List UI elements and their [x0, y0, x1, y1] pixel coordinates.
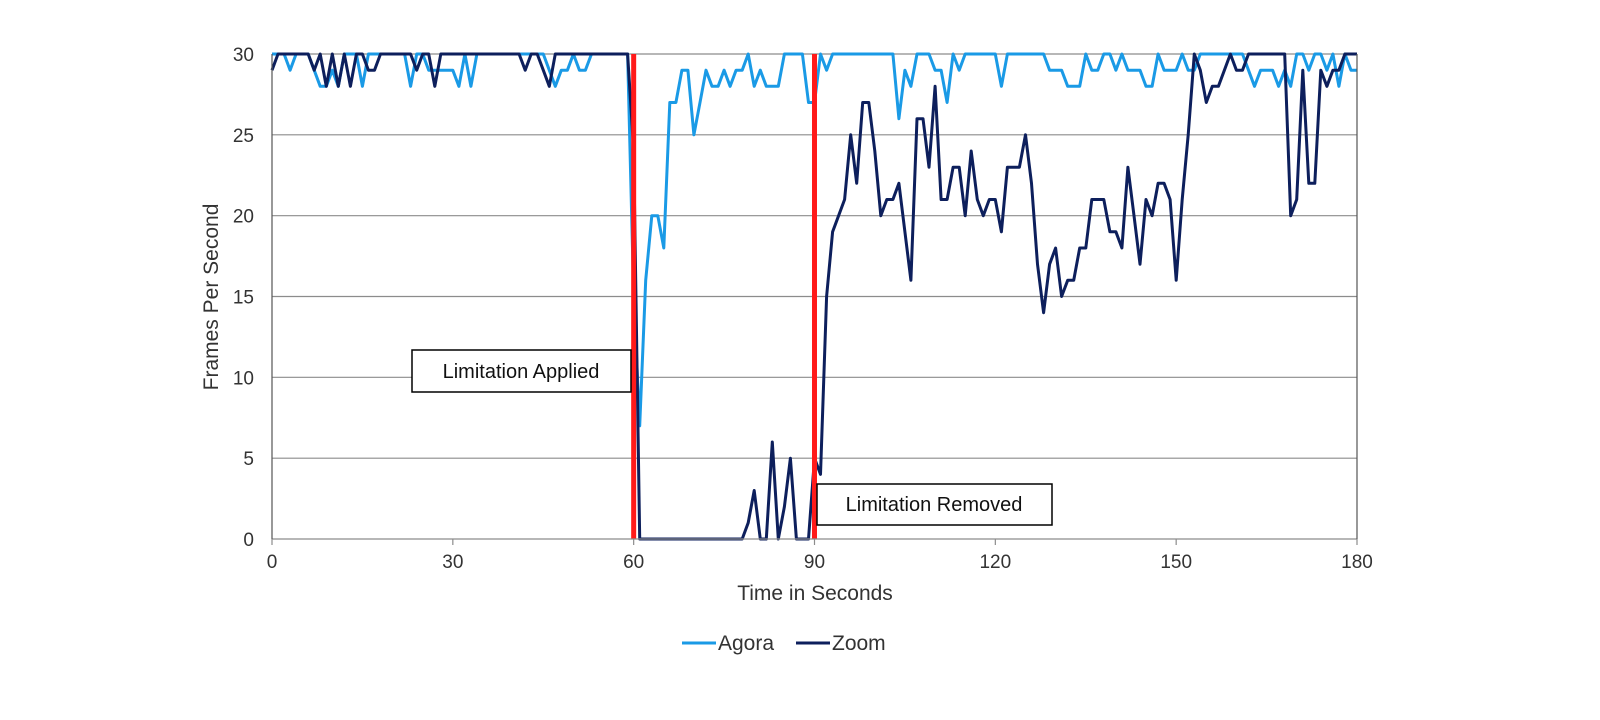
y-tick-label-10: 10: [233, 368, 254, 389]
x-tick-label-150: 150: [1160, 552, 1192, 573]
x-tick-label-180: 180: [1341, 552, 1373, 573]
annotation-limitation-applied: Limitation Applied: [411, 349, 632, 393]
y-axis-title: Frames Per Second: [200, 204, 223, 391]
annotation-box-removed: [816, 483, 1053, 526]
annotation-label-applied: Limitation Applied: [443, 361, 600, 383]
y-tick-label-25: 25: [233, 126, 254, 147]
x-axis-title: Time in Seconds: [737, 582, 893, 605]
legend: Agora Zoom: [682, 632, 886, 655]
x-tick-label-60: 60: [623, 552, 644, 573]
annotation-box-applied: [411, 349, 632, 393]
x-tick-label-90: 90: [804, 552, 825, 573]
legend-label-zoom: Zoom: [832, 632, 886, 655]
legend-label-agora: Agora: [718, 632, 774, 655]
x-tick-label-0: 0: [267, 552, 278, 573]
x-axis-ticks: 0 30 60 90 120 150 180: [267, 539, 1373, 573]
annotation-label-removed: Limitation Removed: [846, 494, 1023, 516]
limitation-markers: [631, 54, 817, 539]
x-tick-label-30: 30: [442, 552, 463, 573]
y-tick-label-15: 15: [233, 288, 254, 309]
axes: [271, 54, 1358, 540]
y-tick-label-20: 20: [233, 207, 254, 228]
y-axis-ticks: 0 5 10 15 20 25 30: [233, 45, 254, 551]
y-tick-label-30: 30: [233, 45, 254, 66]
y-tick-label-0: 0: [243, 530, 254, 551]
annotation-limitation-removed: Limitation Removed: [816, 483, 1053, 526]
y-tick-label-5: 5: [243, 449, 254, 470]
x-tick-label-120: 120: [979, 552, 1011, 573]
